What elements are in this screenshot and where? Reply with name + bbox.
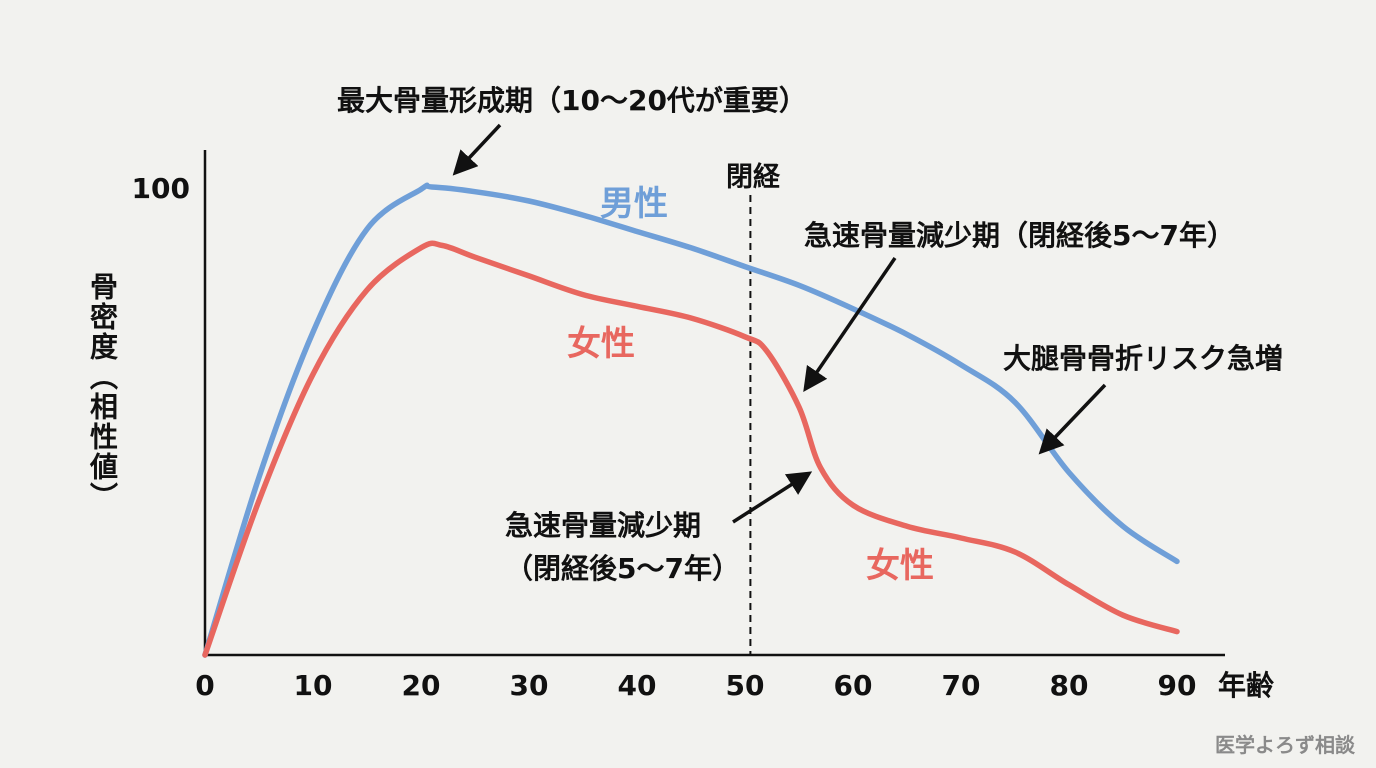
peak-bone-mass-annotation: 最大骨量形成期（10〜20代が重要）: [337, 84, 807, 117]
x-tick-labels: 0 10 20 30 40 50 60 70 80 90: [195, 669, 1196, 702]
rapid-loss-annotation-bottom-line1: 急速骨量減少期: [505, 509, 701, 542]
y-axis-label: 骨密度（相性値）: [86, 272, 119, 512]
x-tick-label: 70: [942, 669, 981, 702]
x-tick-label: 60: [834, 669, 873, 702]
x-tick-label: 80: [1050, 669, 1089, 702]
rapid-loss-arrow-bottom: [732, 471, 813, 524]
menopause-label: 閉経: [726, 161, 781, 193]
x-tick-label: 50: [726, 669, 765, 702]
peak-arrow: [452, 123, 502, 176]
rapid-loss-annotation-top: 急速骨量減少期（閉経後5〜7年）: [804, 219, 1235, 252]
watermark: 医学よろず相談: [1215, 733, 1356, 757]
y-tick-label: 100: [132, 172, 190, 205]
x-tick-label: 20: [402, 669, 441, 702]
x-axis-label: 年齢: [1218, 669, 1274, 702]
female-series-label: 女性: [567, 324, 635, 364]
rapid-loss-arrow-top: [803, 257, 897, 393]
female-series-label-right: 女性: [866, 546, 934, 586]
x-tick-label: 0: [195, 669, 214, 702]
rapid-loss-annotation-bottom-line2: （閉経後5〜7年）: [505, 552, 740, 585]
x-tick-label: 40: [618, 669, 657, 702]
male-series-line: [202, 182, 1180, 658]
female-series-line: [202, 240, 1180, 658]
x-tick-label: 30: [510, 669, 549, 702]
x-tick-label: 10: [294, 669, 333, 702]
x-tick-label: 90: [1158, 669, 1197, 702]
hip-fracture-arrow: [1038, 383, 1107, 455]
hip-fracture-annotation: 大腿骨骨折リスク急増: [1003, 342, 1283, 375]
male-series-label: 男性: [600, 184, 668, 224]
